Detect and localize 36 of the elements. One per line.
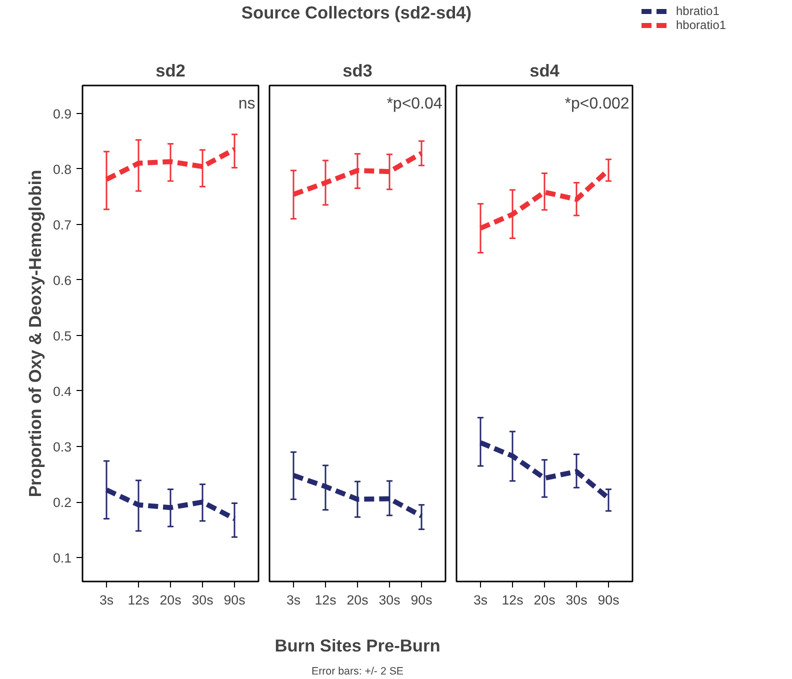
- y-axis-title: Proportion of Oxy & Deoxy-Hemoglobin: [24, 170, 45, 498]
- y-tick-label: 0.6: [52, 272, 72, 288]
- y-tick-label: 0.9: [52, 106, 72, 122]
- x-tick-label: 90s: [410, 592, 433, 608]
- chart-title: sd3: [342, 60, 373, 80]
- y-tick-label: 0.7: [52, 217, 72, 232]
- legend-label: hboratio1: [676, 18, 726, 32]
- x-tick-label: 30s: [378, 592, 401, 608]
- annotation: *p<0.04: [386, 96, 442, 112]
- legend-label: hbratio1: [676, 4, 720, 18]
- y-tick-label: 0.5: [52, 328, 72, 344]
- x-tick-label: 20s: [346, 592, 369, 608]
- y-tick-label: 0.8: [52, 162, 72, 177]
- y-tick-label: 0.2: [52, 495, 72, 510]
- chart-title: sd4: [530, 60, 560, 80]
- x-tick-label: 12s: [128, 592, 150, 608]
- annotation: *p<0.002: [564, 96, 630, 112]
- x-tick-label: 20s: [160, 592, 182, 608]
- x-axis-title: Burn Sites Pre-Burn: [274, 636, 440, 656]
- x-tick-label: 3s: [99, 592, 114, 608]
- y-tick-label: 0.1: [52, 550, 72, 566]
- x-tick-label: 30s: [192, 592, 214, 608]
- x-tick-label: 20s: [534, 592, 556, 608]
- source-note: Source Collectors (sd2-sd4): [241, 2, 472, 22]
- x-tick-label: 12s: [314, 592, 337, 608]
- chart-title: sd2: [156, 60, 186, 80]
- x-tick-label: 90s: [224, 592, 246, 608]
- x-tick-label: 90s: [598, 592, 620, 608]
- y-tick-label: 0.4: [52, 384, 72, 399]
- y-tick-label: 0.3: [52, 440, 72, 455]
- x-tick-label: 30s: [566, 592, 588, 608]
- x-tick-label: 12s: [502, 592, 524, 608]
- x-tick-label: 3s: [473, 592, 488, 608]
- text: Error bars: +/- 2 SE: [311, 666, 404, 678]
- annotation: ns: [238, 96, 256, 112]
- x-tick-label: 3s: [286, 592, 301, 608]
